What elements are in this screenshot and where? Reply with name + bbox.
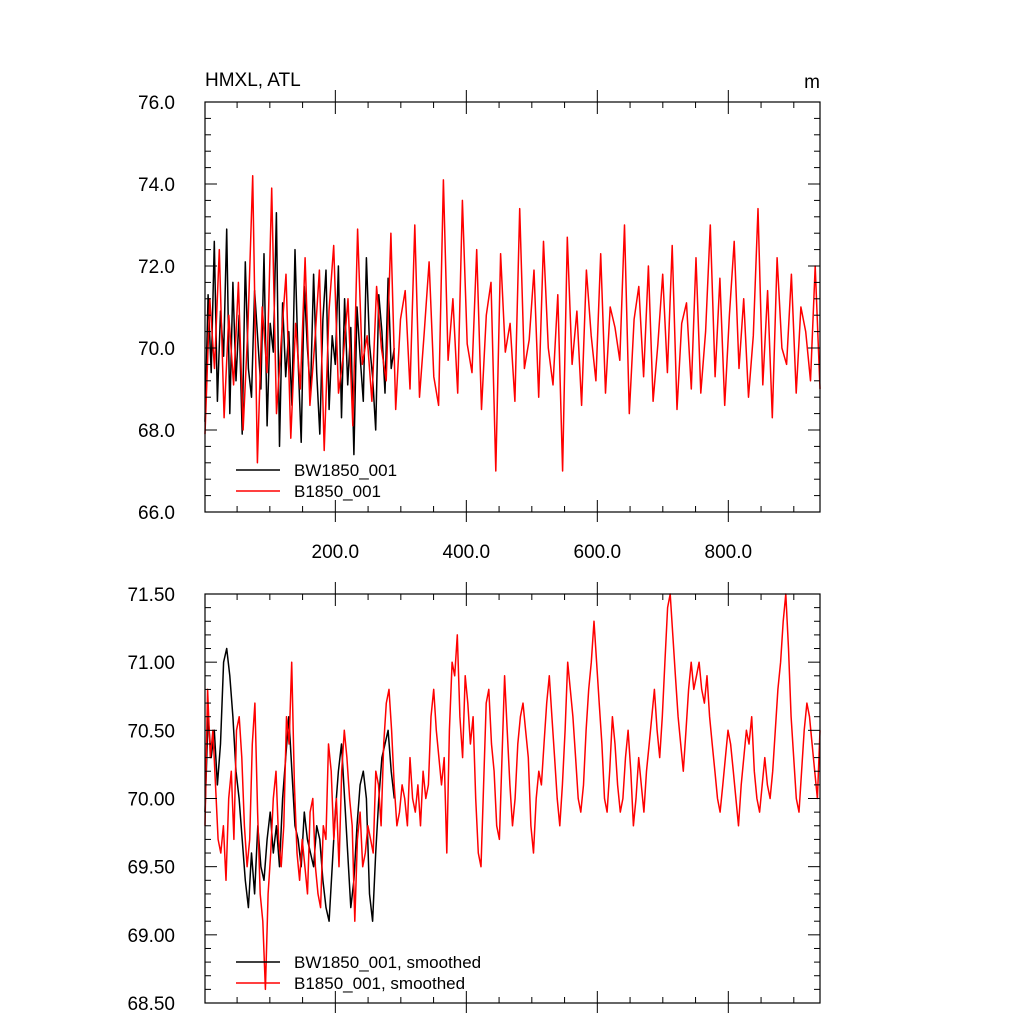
legend: BW1850_001, smoothed B1850_001, smoothed (236, 953, 481, 993)
x-tick-label: 800.0 (705, 542, 753, 563)
y-tick-label: 72.0 (138, 257, 175, 278)
x-tick-label: 400.0 (443, 542, 491, 563)
chart-title: HMXL, ATL (205, 70, 301, 91)
y-tick-label: 70.0 (138, 339, 175, 360)
x-tick-label: 200.0 (312, 542, 360, 563)
series-line-bw1850-001 (204, 211, 396, 456)
plot-frame (204, 593, 821, 1004)
x-tick-label: 600.0 (574, 542, 622, 563)
y-tick-label: 76.0 (138, 93, 175, 114)
y-tick-label: 70.50 (127, 721, 175, 742)
y-tick-label: 68.50 (127, 994, 175, 1015)
bottom-panel: 68.50 69.00 69.50 70.00 70.50 71.00 71.50 BW185… (127, 582, 821, 1015)
legend-label: B1850_001 (294, 482, 381, 501)
y-tick-label: 69.50 (127, 858, 175, 879)
plot-frame (204, 101, 821, 513)
legend-label: BW1850_001 (294, 461, 397, 480)
legend: BW1850_001 B1850_001 (236, 461, 397, 501)
y-tick-label: 66.0 (138, 503, 175, 524)
y-tick-label: 71.00 (127, 653, 175, 674)
y-tick-label: 74.0 (138, 175, 175, 196)
y-tick-label: 69.00 (127, 926, 175, 947)
legend-label: B1850_001, smoothed (294, 974, 465, 993)
series-line-b1850-001-smoothed (204, 593, 821, 991)
legend-label: BW1850_001, smoothed (294, 953, 481, 972)
y-tick-label: 70.00 (127, 790, 175, 811)
series-line-b1850-001 (204, 175, 821, 472)
y-tick-label: 68.0 (138, 421, 175, 442)
top-panel: 66.0 68.0 70.0 72.0 74.0 76.0 200.0 400.0 600.0 8… (138, 70, 821, 563)
units-label: m (804, 72, 820, 93)
y-tick-label: 71.50 (127, 585, 175, 606)
series-line-bw1850-001-smoothed (204, 647, 396, 922)
